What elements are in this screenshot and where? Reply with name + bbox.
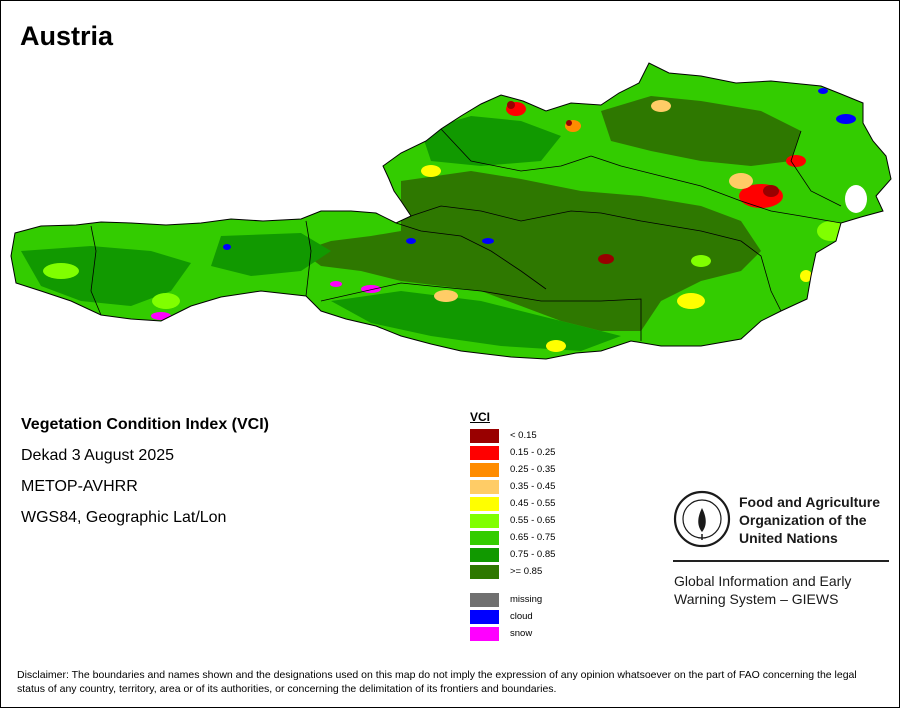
legend-swatch xyxy=(470,530,499,545)
legend-item: missing xyxy=(470,591,555,608)
vci-patch-low xyxy=(786,155,806,167)
legend-item: 0.15 - 0.25 xyxy=(470,444,555,461)
fao-org-name: Food and Agriculture Organization of the… xyxy=(739,493,880,547)
legend-label: snow xyxy=(510,628,533,639)
legend-item: 0.25 - 0.35 xyxy=(470,461,555,478)
vci-patch-mid-low xyxy=(651,100,671,112)
legend-swatch xyxy=(470,462,499,477)
vci-zone-very-high xyxy=(301,171,761,331)
fao-logo-icon xyxy=(673,490,731,548)
legend-other: missing cloud snow xyxy=(470,591,555,642)
vci-patch-above-average xyxy=(43,263,79,279)
legend-label: < 0.15 xyxy=(510,430,537,441)
fao-divider xyxy=(673,560,889,562)
legend-classes: < 0.15 0.15 - 0.25 0.25 - 0.35 0.35 - 0.… xyxy=(470,427,555,580)
legend-swatch xyxy=(470,513,499,528)
index-name: Vegetation Condition Index (VCI) xyxy=(21,416,269,433)
legend-label: >= 0.85 xyxy=(510,566,543,577)
legend-item: < 0.15 xyxy=(470,427,555,444)
vci-patch-above-average xyxy=(152,293,180,309)
map-title: Austria xyxy=(20,21,114,51)
legend-label: 0.75 - 0.85 xyxy=(510,549,556,560)
vci-patch-average xyxy=(546,340,566,352)
cloud-patch xyxy=(223,244,231,250)
legend-label: 0.35 - 0.45 xyxy=(510,481,556,492)
fao-org-line: United Nations xyxy=(739,530,838,546)
vci-zone-high-upper xyxy=(421,116,561,166)
legend-swatch xyxy=(470,428,499,443)
vci-patch-very-low xyxy=(507,101,515,109)
legend-item: 0.45 - 0.55 xyxy=(470,495,555,512)
legend-swatch xyxy=(470,445,499,460)
legend-label: missing xyxy=(510,594,543,605)
vci-patch-very-low xyxy=(598,254,614,264)
giews-line: Global Information and Early xyxy=(674,573,852,589)
vci-patch-very-low xyxy=(566,120,572,126)
cloud-patch xyxy=(482,238,494,244)
cloud-patch xyxy=(406,238,416,244)
sensor: METOP-AVHRR xyxy=(21,478,138,495)
legend-swatch xyxy=(470,626,499,641)
legend-label: 0.25 - 0.35 xyxy=(510,464,556,475)
legend-item: 0.55 - 0.65 xyxy=(470,512,555,529)
disclaimer: Disclaimer: The boundaries and names sho… xyxy=(17,669,857,695)
state-boundaries xyxy=(90,128,842,341)
legend-gap xyxy=(470,580,555,591)
vci-zone-high-tyrol xyxy=(211,233,331,276)
legend-item: 0.75 - 0.85 xyxy=(470,546,555,563)
giews-name: Global Information and Early Warning Sys… xyxy=(674,572,851,608)
legend-swatch xyxy=(470,592,499,607)
snow-patch xyxy=(361,285,381,293)
fao-org-line: Organization of the xyxy=(739,512,867,528)
lake-neusiedl xyxy=(845,185,867,213)
legend-label: cloud xyxy=(510,611,533,622)
vci-patch-above-average xyxy=(691,255,711,267)
legend-item: 0.35 - 0.45 xyxy=(470,478,555,495)
legend-label: 0.55 - 0.65 xyxy=(510,515,556,526)
legend-swatch xyxy=(470,564,499,579)
map-info: Vegetation Condition Index (VCI) Dekad 3… xyxy=(21,415,269,539)
legend-item: >= 0.85 xyxy=(470,563,555,580)
legend-swatch xyxy=(470,609,499,624)
austria-vci-map xyxy=(10,62,892,360)
vci-patch-average xyxy=(677,293,705,309)
vci-patch-average xyxy=(800,270,812,282)
vci-patch-average xyxy=(421,165,441,177)
vci-zone-high-south xyxy=(331,291,621,351)
fao-org-line: Food and Agriculture xyxy=(739,494,881,510)
legend-swatch xyxy=(470,496,499,511)
legend-label: 0.45 - 0.55 xyxy=(510,498,556,509)
legend-swatch xyxy=(470,547,499,562)
legend-item: snow xyxy=(470,625,555,642)
projection: WGS84, Geographic Lat/Lon xyxy=(21,509,227,526)
legend-item: 0.65 - 0.75 xyxy=(470,529,555,546)
legend-swatch xyxy=(470,479,499,494)
vci-legend: VCI < 0.15 0.15 - 0.25 0.25 - 0.35 0.35 … xyxy=(470,410,555,642)
cloud-patch xyxy=(818,88,828,94)
vci-zone-high-west xyxy=(21,246,191,306)
legend-label: 0.15 - 0.25 xyxy=(510,447,556,458)
legend-item: cloud xyxy=(470,608,555,625)
legend-label: 0.65 - 0.75 xyxy=(510,532,556,543)
vci-patch-very-low xyxy=(763,185,779,197)
legend-heading: VCI xyxy=(470,410,491,424)
snow-patch xyxy=(330,281,342,287)
cloud-patch xyxy=(836,114,856,124)
period: Dekad 3 August 2025 xyxy=(21,447,175,464)
vci-patch-mid-low xyxy=(729,173,753,189)
vci-raster xyxy=(21,88,867,352)
vci-zone-very-high-north xyxy=(601,96,801,166)
snow-patch xyxy=(151,312,171,320)
giews-line: Warning System – GIEWS xyxy=(674,591,839,607)
vci-patch-mid-low xyxy=(434,290,458,302)
